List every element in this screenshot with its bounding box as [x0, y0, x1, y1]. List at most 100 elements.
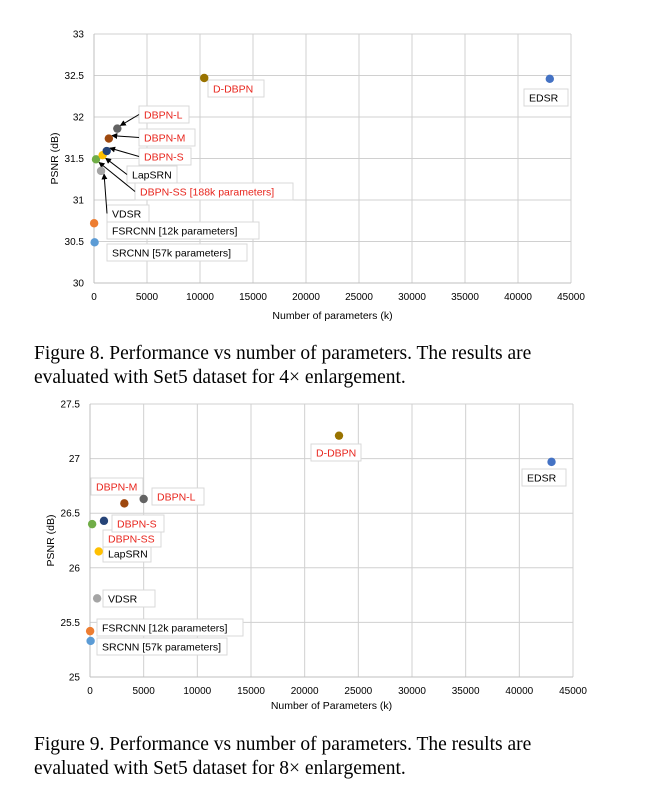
- data-label: D-DBPN: [213, 84, 253, 96]
- y-tick-label: 30: [73, 279, 85, 290]
- y-tick-label: 26.5: [61, 509, 81, 520]
- data-label-box: [310, 443, 362, 462]
- scatter-point: [120, 499, 129, 508]
- x-tick-label: 30000: [398, 292, 426, 303]
- data-label-box: [96, 618, 244, 637]
- figure-9-chart: 0 5000 10000 15000 20000 25000 30000 35000 40000…: [0, 396, 650, 718]
- figure-8-chart: 0 5000 10000 15000 20000 25000 30000 35000 40000…: [0, 0, 650, 330]
- y-tick-label: 32.5: [65, 71, 85, 82]
- scatter-point: [102, 146, 111, 156]
- data-label-box: [106, 243, 248, 262]
- x-axis-title: Number of parameters (k): [272, 310, 392, 322]
- label-arrow: [98, 161, 136, 192]
- scatter-point: [94, 547, 103, 556]
- data-label: DBPN-L: [144, 110, 183, 122]
- y-tick-label: 31: [73, 196, 85, 207]
- scatter-point: [113, 124, 122, 133]
- data-label-box: [207, 79, 265, 98]
- x-axis-title: Number of Parameters (k): [271, 700, 392, 712]
- x-tick-label: 15000: [239, 292, 267, 303]
- y-tick-label: 25: [69, 673, 81, 684]
- data-label-box: [106, 221, 260, 240]
- x-tick-label: 20000: [291, 686, 319, 697]
- x-tick-label: 0: [91, 292, 97, 303]
- x-tick-label: 25000: [344, 686, 372, 697]
- data-label: LapSRN: [132, 170, 172, 182]
- x-tick-label: 5000: [133, 686, 156, 697]
- scatter-point: [89, 219, 99, 228]
- scatter-point: [139, 494, 148, 504]
- y-tick-label: 27.5: [61, 400, 81, 411]
- x-tick-label: 45000: [557, 292, 585, 303]
- figure-9-caption: Figure 9. Performance vs number of param…: [34, 734, 532, 779]
- x-tick-label: 35000: [452, 686, 480, 697]
- x-tick-label: 45000: [559, 686, 587, 697]
- data-label-box: [111, 514, 165, 533]
- data-label: FSRCNN [12k parameters]: [102, 623, 228, 635]
- data-label: DBPN-M: [96, 482, 137, 494]
- data-label: EDSR: [529, 93, 559, 105]
- y-tick-label: 32: [73, 113, 85, 124]
- scatter-point: [200, 73, 209, 83]
- figure-8-caption: Figure 8. Performance vs number of param…: [34, 343, 532, 388]
- x-tick-label: 35000: [451, 292, 479, 303]
- x-tick-label: 10000: [186, 292, 214, 303]
- data-label: SRCNN [57k parameters]: [112, 248, 231, 260]
- scatter-point: [334, 431, 344, 440]
- label-arrow: [101, 173, 108, 214]
- chart-svg: 0 5000 10000 15000 20000 25000 30000 35000 40000…: [45, 400, 587, 713]
- data-label-box: [523, 88, 569, 107]
- label-arrow: [119, 114, 140, 127]
- scatter-point: [91, 155, 101, 164]
- data-label: DBPN-S: [144, 152, 184, 164]
- scatter-point: [86, 636, 95, 646]
- x-tick-label: 5000: [136, 292, 159, 303]
- y-tick-label: 25.5: [61, 618, 81, 629]
- chart-svg: 0 5000 10000 15000 20000 25000 30000 35000 40000…: [49, 30, 585, 323]
- scatter-point: [96, 166, 106, 176]
- x-tick-label: 40000: [504, 292, 532, 303]
- data-label: DBPN-SS: [108, 534, 155, 546]
- data-label-box: [96, 637, 228, 656]
- data-label: EDSR: [527, 473, 557, 485]
- scatter-point: [92, 594, 102, 603]
- y-tick-label: 27: [69, 454, 81, 465]
- x-tick-label: 10000: [183, 686, 211, 697]
- y-tick-label: 31.5: [65, 154, 85, 165]
- scatter-point: [99, 516, 109, 526]
- data-label-box: [90, 477, 144, 496]
- label-arrow: [105, 157, 128, 175]
- scatter-point: [85, 626, 95, 636]
- data-label-box: [102, 589, 156, 608]
- data-label: FSRCNN [12k parameters]: [112, 226, 238, 238]
- data-label: DBPN-L: [157, 492, 196, 504]
- label-arrow: [111, 132, 140, 139]
- data-label: VDSR: [108, 594, 138, 606]
- scatter-point: [545, 74, 554, 84]
- x-tick-label: 0: [87, 686, 93, 697]
- x-tick-label: 40000: [505, 686, 533, 697]
- scatter-point: [90, 238, 99, 247]
- data-label: DBPN-S: [117, 519, 157, 531]
- data-label-box: [151, 487, 205, 506]
- scatter-point: [547, 457, 556, 467]
- y-axis-title: PSNR (dB): [49, 133, 61, 185]
- x-tick-label: 25000: [345, 292, 373, 303]
- y-tick-label: 33: [73, 30, 85, 41]
- label-arrow: [109, 146, 140, 157]
- y-tick-label: 26: [69, 563, 81, 574]
- data-label-box: [521, 468, 567, 487]
- data-label: VDSR: [112, 209, 142, 221]
- x-tick-label: 20000: [292, 292, 320, 303]
- x-tick-label: 30000: [398, 686, 426, 697]
- data-label: LapSRN: [108, 549, 148, 561]
- data-label: DBPN-M: [144, 133, 185, 145]
- data-label: D-DBPN: [316, 448, 356, 460]
- y-tick-label: 30.5: [65, 237, 85, 248]
- y-axis-title: PSNR (dB): [45, 515, 57, 567]
- scatter-point: [87, 519, 97, 529]
- data-label: SRCNN [57k parameters]: [102, 642, 221, 654]
- scatter-point: [104, 134, 114, 143]
- data-label: DBPN-SS [188k parameters]: [140, 187, 274, 199]
- x-tick-label: 15000: [237, 686, 265, 697]
